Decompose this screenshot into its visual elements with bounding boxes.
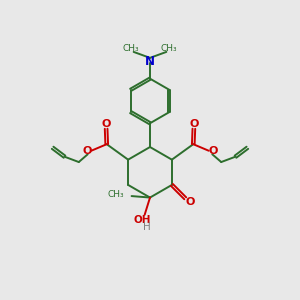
Text: OH: OH xyxy=(134,215,151,225)
Text: O: O xyxy=(185,197,195,207)
Text: CH₃: CH₃ xyxy=(107,190,124,199)
Text: H: H xyxy=(143,222,151,232)
Text: O: O xyxy=(208,146,218,156)
Text: N: N xyxy=(145,55,155,68)
Text: CH₃: CH₃ xyxy=(123,44,140,53)
Text: O: O xyxy=(101,119,111,129)
Text: CH₃: CH₃ xyxy=(160,44,177,53)
Text: O: O xyxy=(189,119,199,129)
Text: O: O xyxy=(82,146,92,156)
